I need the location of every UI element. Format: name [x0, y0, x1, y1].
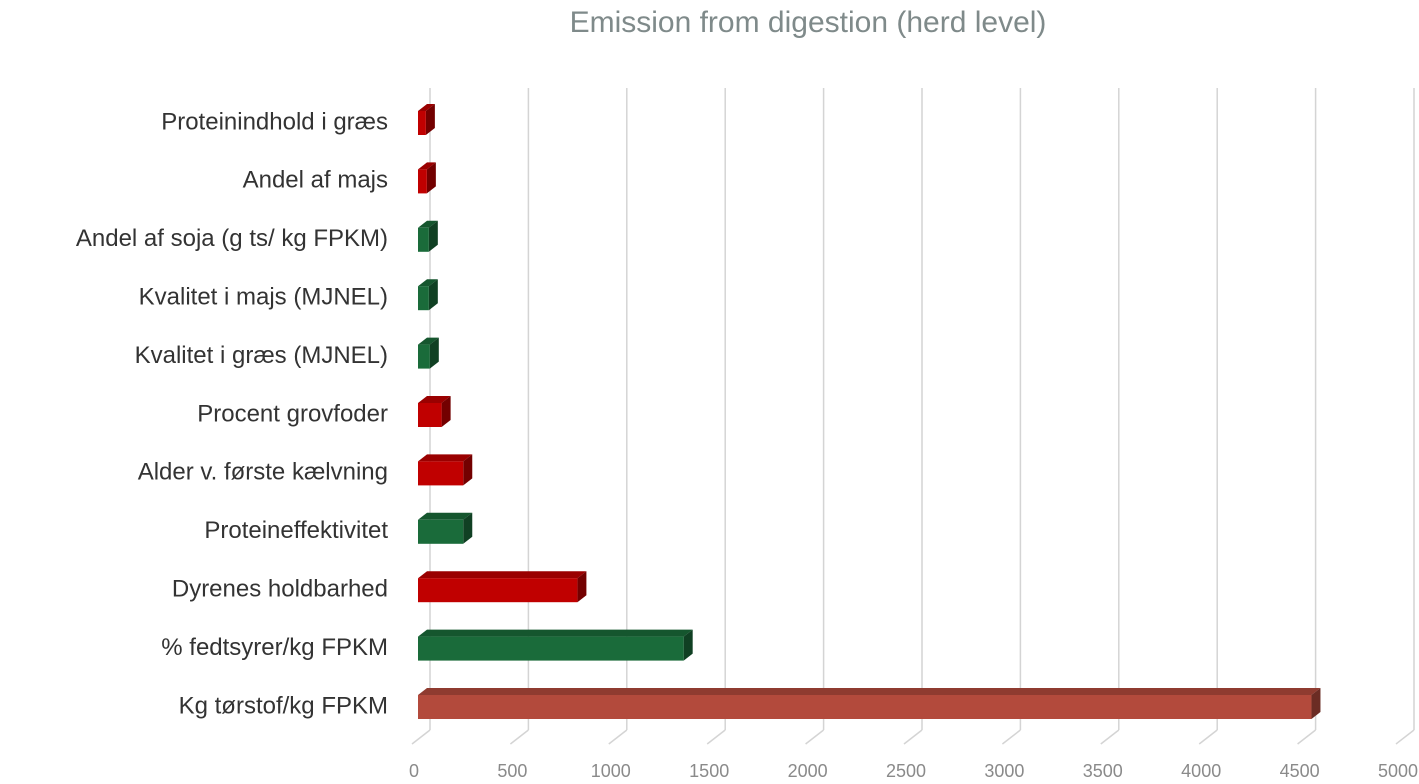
- bar-top: [418, 454, 473, 462]
- bar-top: [418, 396, 451, 403]
- category-label: Kg tørstof/kg FPKM: [179, 692, 388, 719]
- bar-side: [463, 454, 473, 486]
- category-label: Andel af soja (g ts/ kg FPKM): [76, 225, 388, 252]
- category-label: Proteineffektivitet: [204, 517, 388, 544]
- bar-top: [418, 571, 587, 579]
- floor-tick: [1001, 729, 1021, 745]
- x-tick-label: 1500: [689, 761, 729, 781]
- bar-side: [428, 220, 438, 252]
- bar-top: [418, 162, 436, 170]
- bar-side: [683, 629, 693, 661]
- category-label: Andel af majs: [243, 167, 388, 194]
- bar: [418, 111, 426, 135]
- bar: [418, 461, 464, 486]
- bar: [418, 695, 1312, 719]
- category-label: Procent grovfoder: [197, 400, 388, 427]
- floor-tick: [903, 729, 923, 745]
- floor-tick: [1297, 729, 1317, 745]
- category-label: Proteinindhold i græs: [161, 108, 388, 135]
- x-tick-label: 3000: [984, 761, 1024, 781]
- floor-tick: [1395, 729, 1415, 745]
- x-tick-label: 4000: [1181, 761, 1221, 781]
- x-tick-label: 5000: [1378, 761, 1418, 781]
- bar: [418, 403, 442, 427]
- floor-tick: [411, 729, 431, 745]
- floor-tick: [805, 729, 825, 745]
- chart-title: Emission from digestion (herd level): [570, 6, 1047, 39]
- bar-top: [418, 629, 693, 637]
- bar-top: [418, 220, 438, 228]
- category-label: % fedtsyrer/kg FPKM: [161, 634, 388, 661]
- category-label: Alder v. første kælvning: [138, 459, 388, 486]
- x-tick-label: 3500: [1083, 761, 1123, 781]
- bar-top: [418, 337, 439, 345]
- bar-side: [463, 512, 473, 544]
- floor-tick: [1198, 729, 1218, 745]
- bar-side: [441, 396, 451, 427]
- bar: [418, 344, 430, 369]
- category-label: Kvalitet i majs (MJNEL): [139, 284, 388, 311]
- bar-top: [418, 104, 435, 111]
- bar: [418, 636, 684, 661]
- x-tick-label: 4500: [1280, 761, 1320, 781]
- bar: [418, 169, 427, 194]
- category-label: Dyrenes holdbarhed: [172, 576, 388, 603]
- bar: [418, 519, 464, 544]
- bar-side: [425, 104, 435, 135]
- floor-tick: [1100, 729, 1120, 745]
- category-label: Kvalitet i græs (MJNEL): [135, 342, 388, 369]
- x-tick-label: 2000: [788, 761, 828, 781]
- x-tick-label: 0: [409, 761, 419, 781]
- floor-tick: [509, 729, 529, 745]
- bar-side: [577, 571, 587, 603]
- x-tick-label: 2500: [886, 761, 926, 781]
- floor-tick: [608, 729, 628, 745]
- x-tick-label: 1000: [591, 761, 631, 781]
- bar-top: [418, 512, 473, 520]
- bar: [418, 286, 429, 311]
- bar-top: [418, 279, 438, 287]
- bar-side: [429, 337, 439, 369]
- bar-top: [418, 688, 1321, 695]
- bar-side: [426, 162, 436, 194]
- bar: [418, 227, 429, 252]
- bar-side: [1311, 688, 1321, 719]
- floor-tick: [706, 729, 726, 745]
- bar: [418, 578, 578, 603]
- x-tick-label: 500: [497, 761, 527, 781]
- bar-side: [428, 279, 438, 311]
